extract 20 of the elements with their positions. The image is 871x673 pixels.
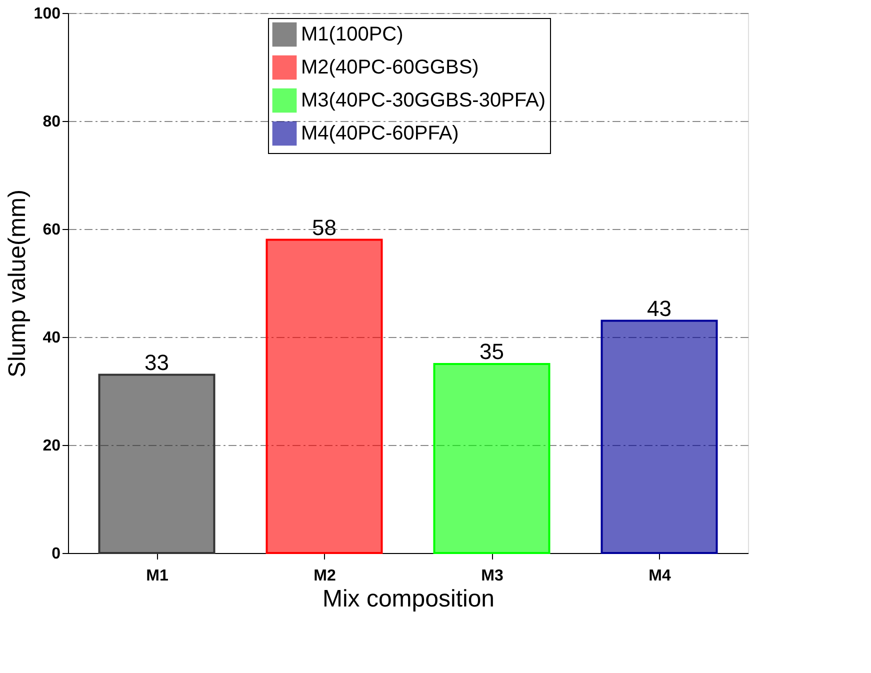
y-tick-label: 80 — [42, 114, 61, 130]
legend-label: M3(40PC-30GGBS-30PFA) — [301, 90, 546, 112]
data-label: 58 — [312, 214, 336, 240]
data-label: 35 — [480, 339, 504, 364]
y-tick-label: 60 — [42, 222, 61, 238]
legend-label: M2(40PC-60GGBS) — [301, 56, 479, 78]
legend-label: M1(100PC) — [301, 24, 404, 46]
x-tick-label: M2 — [314, 568, 336, 584]
x-axis-title: Mix composition — [322, 586, 495, 612]
legend-label: M4(40PC-60PFA) — [301, 122, 459, 144]
x-tick-label: M3 — [481, 568, 504, 584]
y-tick-label: 20 — [42, 438, 61, 454]
x-tick-label: M1 — [146, 568, 168, 584]
y-axis-title: Slump value(mm) — [4, 189, 31, 378]
y-tick-label: 100 — [34, 6, 61, 22]
x-tick-label: M4 — [648, 568, 671, 584]
y-tick-label: 0 — [52, 546, 61, 562]
y-tick-label: 40 — [42, 330, 61, 346]
data-label: 43 — [647, 296, 672, 321]
data-label: 33 — [144, 350, 169, 375]
